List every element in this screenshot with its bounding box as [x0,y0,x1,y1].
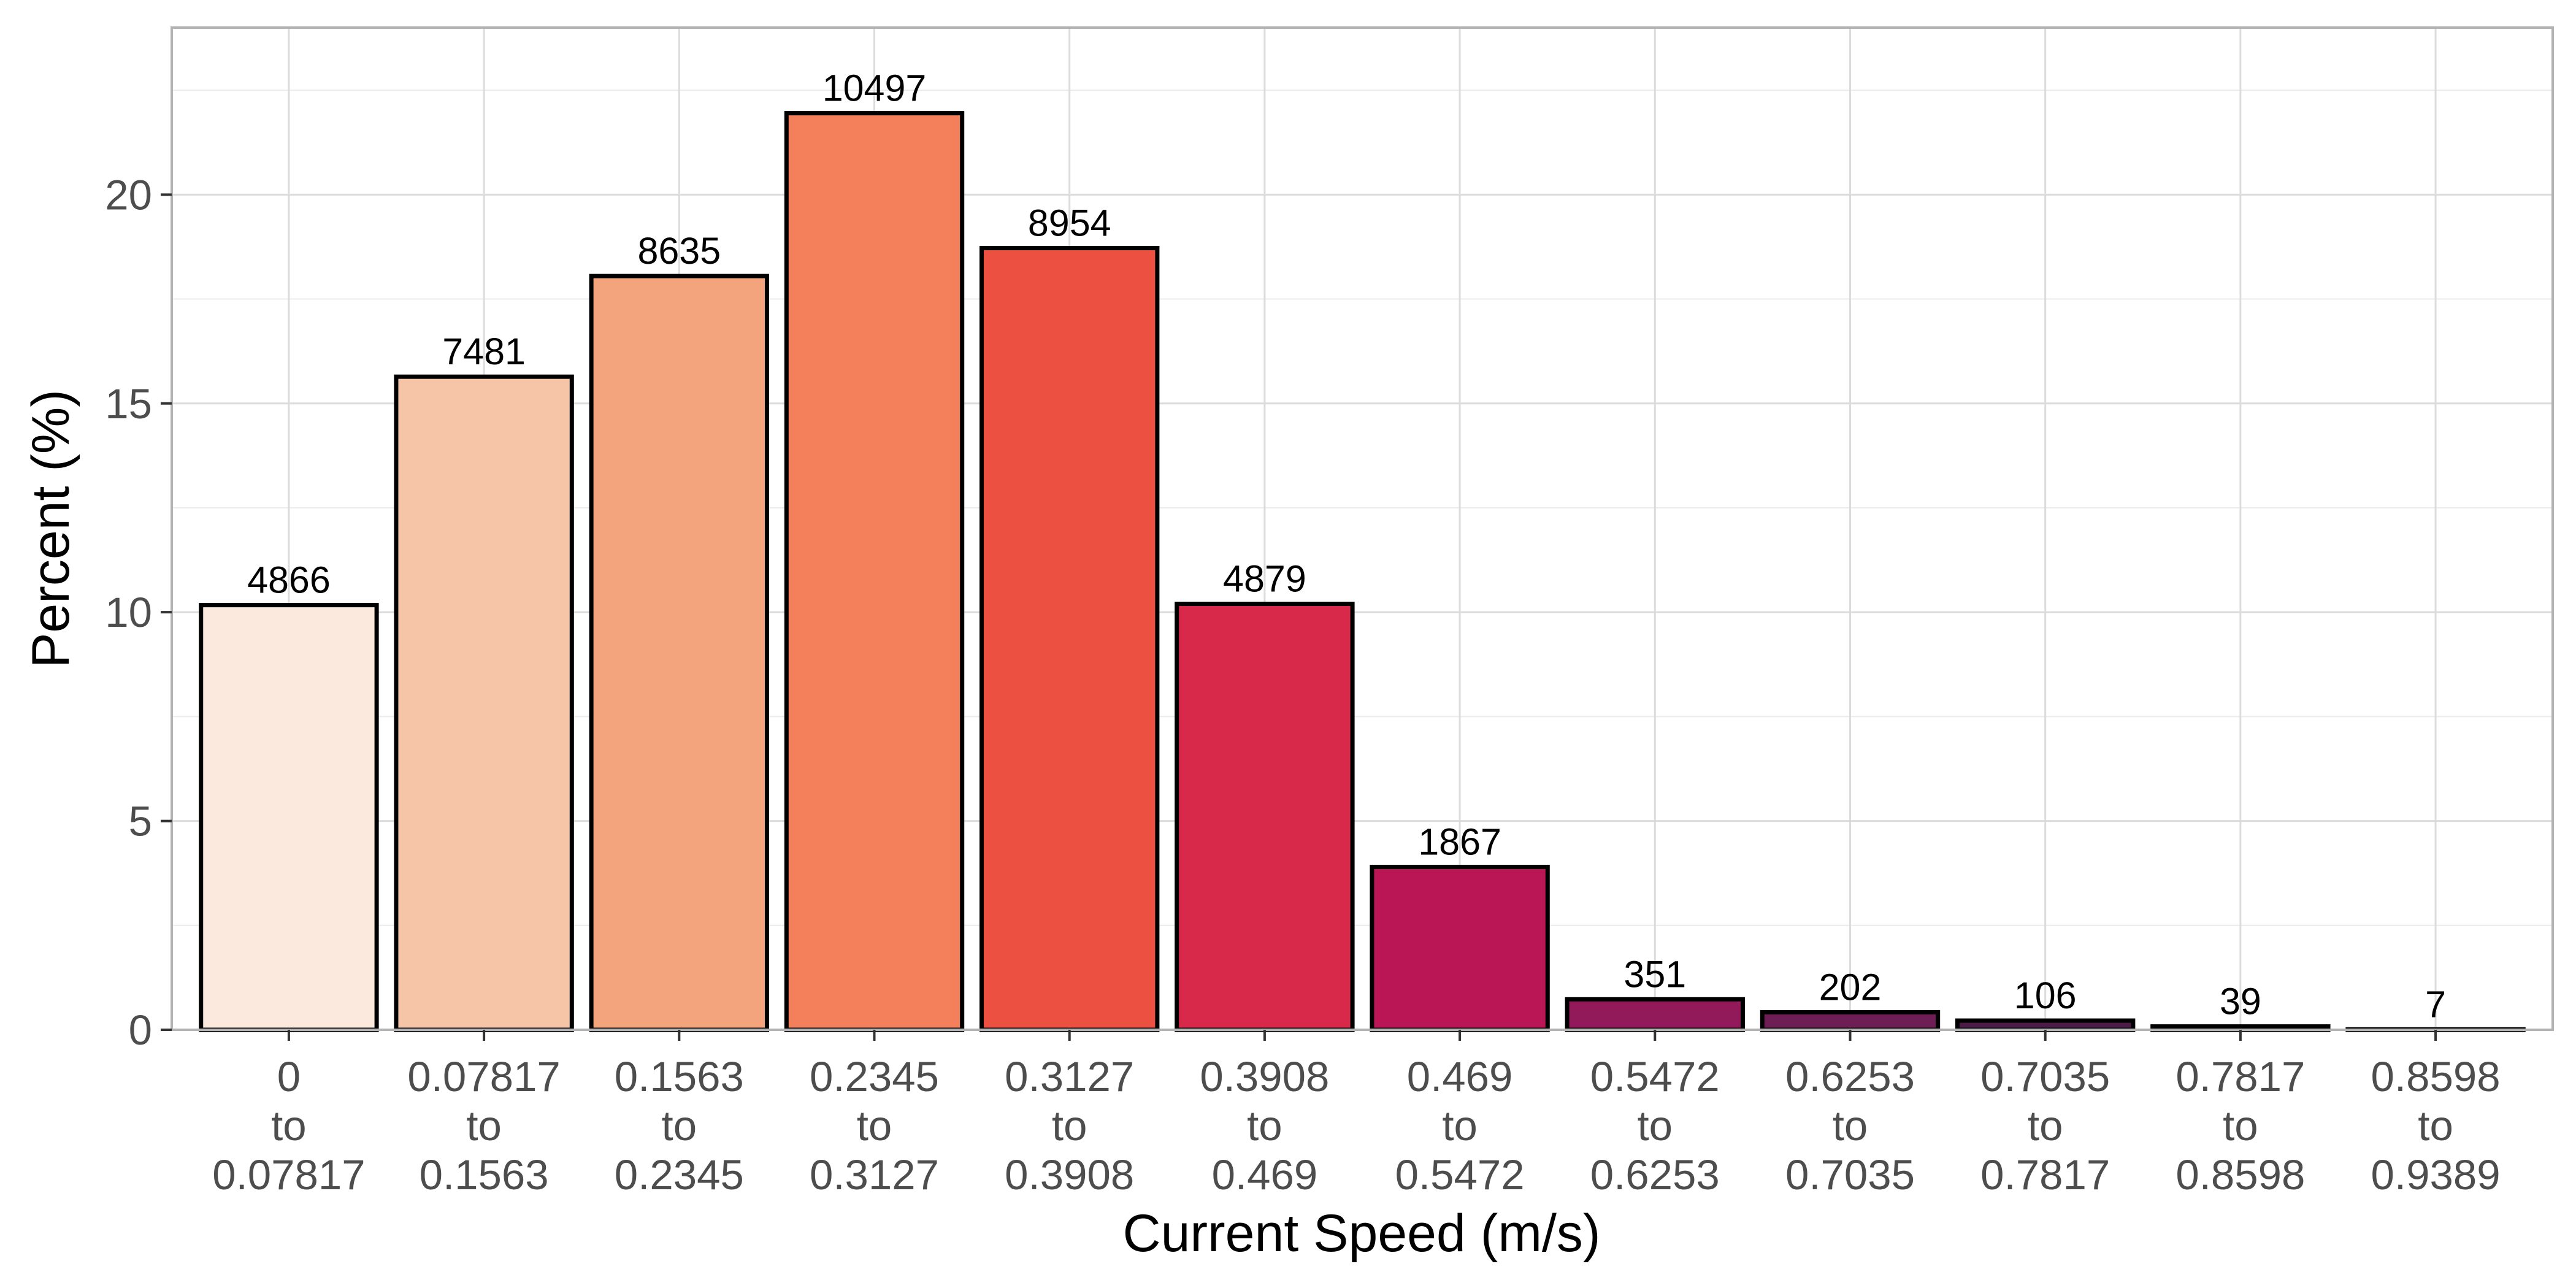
bar [394,374,574,1032]
x-tick-label: 0 to 0.07817 [212,1053,365,1198]
x-axis-ticks: 0 to 0.07817 0.07817 to 0.1563 0.1563 to 0.2345 0… [212,1030,2501,1198]
bar-count-label: 7481 [442,331,526,372]
bar-count-label: 202 [1819,966,1882,1008]
x-tick-label: 0.7035 to 0.7817 [1980,1053,2110,1198]
bar [1565,997,1745,1032]
x-tick-label: 0.469 to 0.5472 [1395,1053,1525,1198]
x-axis-title: Current Speed (m/s) [1122,1204,1600,1263]
x-tick-label: 0.3127 to 0.3908 [1005,1053,1134,1198]
y-tick-label: 0 [129,1006,152,1054]
bar-count-label: 4879 [1223,558,1306,600]
bars [199,111,2526,1032]
x-tick-label: 0.1563 to 0.2345 [615,1053,744,1198]
y-tick-label: 5 [129,798,152,845]
bar-count-label: 1867 [1418,821,1501,862]
x-tick-label: 0.2345 to 0.3127 [810,1053,939,1198]
bar [1370,864,1550,1032]
bar-count-label: 10497 [822,67,927,109]
y-axis-title: Percent (%) [21,389,80,668]
x-tick-label: 0.3908 to 0.469 [1200,1053,1329,1198]
y-tick-label: 10 [105,589,152,636]
bar-count-label: 8635 [637,230,721,272]
bar-count-label: 351 [1623,953,1686,995]
bar [784,111,965,1032]
bar [199,603,379,1032]
bar-count-label: 39 [2220,981,2261,1022]
x-tick-label: 0.6253 to 0.7035 [1785,1053,1915,1198]
bar-count-label: 7 [2425,983,2446,1025]
bar-count-label: 106 [2014,975,2077,1016]
plot-panel-border [171,26,2554,1031]
bar [1955,1018,2136,1032]
y-tick-label: 15 [105,380,152,427]
x-tick-label: 0.07817 to 0.1563 [407,1053,560,1198]
bar-count-label: 4866 [247,559,331,601]
bar-count-labels: 4866 7481 8635 10497 8954 4879 1867 351 202 106 39… [247,67,2446,1025]
y-axis-ticks: 0 5 10 15 20 [105,171,172,1054]
bar-count-label: 8954 [1028,202,1111,243]
x-tick-label: 0.7817 to 0.8598 [2175,1053,2305,1198]
x-tick-label: 0.5472 to 0.6253 [1590,1053,1720,1198]
bar [1760,1010,1941,1032]
bar [979,245,1160,1032]
bar [1175,602,1355,1032]
x-tick-label: 0.8598 to 0.9389 [2371,1053,2501,1198]
bar [589,274,769,1032]
y-tick-label: 20 [105,171,152,218]
